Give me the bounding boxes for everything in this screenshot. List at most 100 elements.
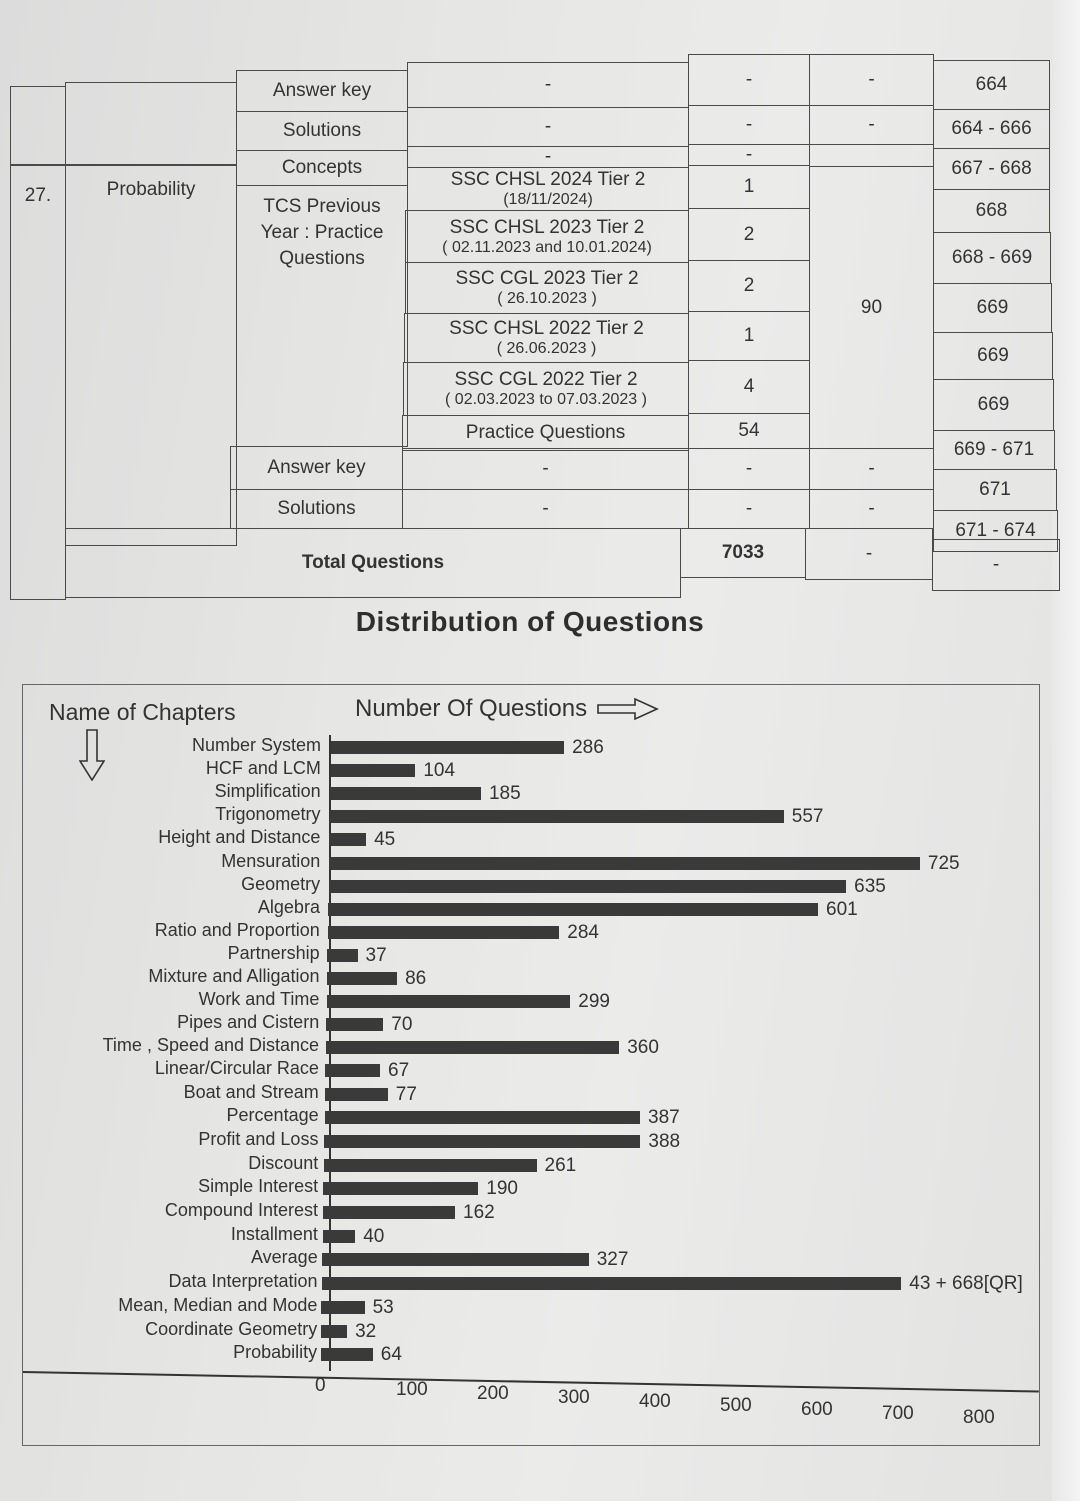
bar-chart: Name of Chapters Number Of Questions Num…: [22, 684, 1040, 1446]
page-cell: 668 - 669: [933, 232, 1051, 284]
bar: [326, 1018, 384, 1032]
value-label: 299: [578, 991, 610, 1013]
bar: [325, 1064, 380, 1078]
bar: [324, 1134, 641, 1148]
x-tick-label: 300: [558, 1387, 590, 1408]
value-label: 64: [380, 1344, 402, 1366]
section-solutions: Solutions: [236, 111, 408, 151]
chapter-name: Probability: [65, 164, 237, 546]
section-pyq: TCS Previous Year : Practice Questions: [236, 185, 408, 447]
category-label: Compound Interest: [164, 1200, 318, 1220]
page-cell: 664: [933, 60, 1050, 110]
category-label: Boat and Stream: [183, 1081, 319, 1102]
marks-cell: -: [809, 105, 934, 145]
category-label: Work and Time: [198, 989, 320, 1010]
total-label: Total Questions: [65, 528, 681, 598]
pyq-row: SSC CHSL 2024 Tier 2 (18/11/2024): [407, 167, 689, 211]
count-cell: -: [688, 144, 810, 166]
x-axis-title: Number Of Questions: [355, 695, 660, 723]
page-cell: 669 - 671: [933, 430, 1055, 470]
value-label: 32: [355, 1320, 377, 1342]
marks-cell: -: [809, 448, 934, 490]
category-label: Number System: [191, 735, 321, 755]
bar: [329, 833, 367, 847]
pyq-row: SSC CHSL 2023 Tier 2( 02.11.2023 and 10.…: [405, 210, 689, 263]
value-label: 725: [927, 852, 960, 874]
category-label: Data Interpretation: [168, 1271, 318, 1292]
category-label: Partnership: [227, 942, 320, 963]
category-label: Profit and Loss: [198, 1128, 319, 1149]
section-solutions: Solutions: [230, 489, 403, 529]
bar: [320, 1348, 373, 1362]
x-tick-label: 800: [963, 1407, 995, 1428]
category-label: Mixture and Alligation: [148, 966, 320, 986]
bar: [323, 1158, 537, 1172]
source-cell: -: [407, 107, 689, 147]
value-label: 185: [488, 783, 521, 805]
category-label: Mean, Median and Mode: [118, 1294, 318, 1315]
value-label: 327: [596, 1249, 629, 1271]
category-label: Time , Speed and Distance: [102, 1035, 320, 1056]
category-label: Coordinate Geometry: [145, 1318, 318, 1339]
x-tick-label: 100: [396, 1379, 428, 1400]
chapter-number: 27.: [10, 164, 66, 600]
total-page: -: [932, 539, 1060, 591]
pyq-row: SSC CGL 2023 Tier 2( 26.10.2023 ): [405, 262, 689, 314]
count-cell: 4: [688, 360, 810, 414]
source-cell: -: [402, 489, 689, 529]
page-cell: 671 - 674: [933, 510, 1058, 552]
section-answer-key: Answer key: [236, 70, 408, 112]
x-tick-label: 400: [639, 1391, 671, 1412]
category-label: Discount: [248, 1152, 319, 1173]
section-answer-key: Answer key: [230, 446, 403, 490]
value-label: 601: [826, 898, 858, 920]
x-axis: [22, 1371, 1039, 1393]
pyq-row: SSC CGL 2022 Tier 2( 02.03.2023 to 07.03…: [403, 362, 689, 416]
page-cell: 669: [933, 379, 1054, 431]
x-tick-label: 500: [720, 1395, 752, 1416]
page-cell: 667 - 668: [933, 148, 1050, 190]
bar: [322, 1253, 589, 1267]
bar: [323, 1182, 479, 1196]
category-label: Ratio and Proportion: [154, 919, 320, 940]
category-label: Height and Distance: [158, 827, 321, 848]
x-tick-label: 200: [477, 1383, 509, 1404]
page-cell: 671: [933, 469, 1057, 511]
prev-number-cell: [10, 86, 66, 166]
bar: [326, 995, 571, 1009]
y-axis-title: Name of Chapters: [49, 699, 236, 725]
value-label: 70: [391, 1014, 413, 1036]
prev-chapter-cell: [65, 82, 237, 166]
value-label: 360: [627, 1037, 659, 1059]
bar: [327, 948, 358, 962]
category-label: Simple Interest: [198, 1176, 319, 1197]
bar: [330, 787, 481, 801]
value-label: 77: [395, 1083, 417, 1105]
bar: [321, 1277, 902, 1291]
bar: [325, 1087, 388, 1101]
value-label: 45: [374, 829, 396, 851]
value-label: 104: [423, 760, 456, 782]
value-label: 261: [544, 1154, 577, 1176]
source-cell: -: [402, 448, 689, 490]
page-cell: 669: [933, 283, 1052, 333]
category-label: Linear/Circular Race: [154, 1058, 319, 1079]
practice-row: Practice Questions: [402, 415, 689, 451]
marks-cell: -: [809, 489, 934, 529]
total-count: 7033: [680, 528, 806, 578]
category-label: Geometry: [241, 873, 321, 894]
page-cell: 669: [933, 332, 1053, 380]
bar: [331, 741, 565, 754]
page-cell: 664 - 666: [933, 109, 1050, 149]
marks-cell: -: [809, 54, 934, 106]
count-cell: -: [688, 489, 810, 529]
count-cell: -: [688, 105, 810, 145]
value-label: 162: [463, 1202, 495, 1223]
category-label: Simplification: [214, 781, 321, 802]
count-cell: 2: [688, 208, 810, 261]
bar: [328, 879, 847, 893]
x-axis-title-text: Number Of Questions: [355, 695, 588, 722]
page-cell: 668: [933, 189, 1050, 233]
total-marks: -: [805, 528, 933, 580]
value-label: 40: [363, 1225, 385, 1247]
